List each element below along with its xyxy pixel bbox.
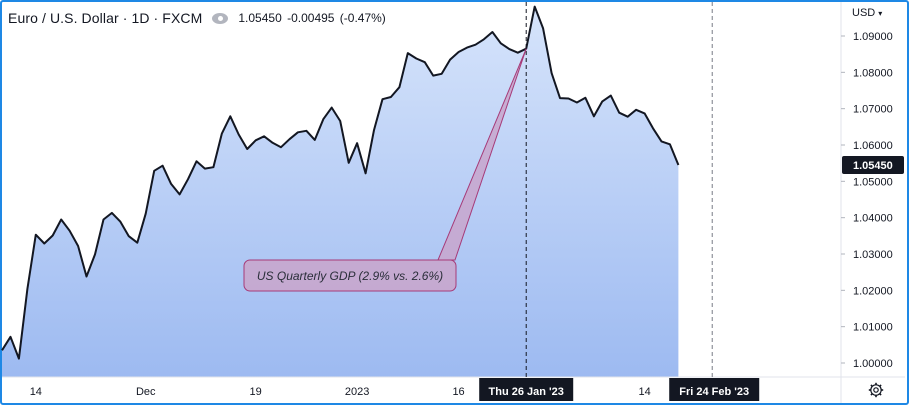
end-date-label: Fri 24 Feb '23 xyxy=(679,386,749,398)
time-tick-label-2: 19 xyxy=(250,386,262,398)
price-tick-label-8: 1.08000 xyxy=(853,67,893,79)
settings-gear-icon[interactable] xyxy=(866,380,886,400)
price-tick-label-9: 1.09000 xyxy=(853,31,893,43)
end-date-tag xyxy=(669,378,760,401)
time-tick-label-1: Dec xyxy=(136,386,156,398)
eye-icon[interactable] xyxy=(212,12,229,24)
time-tick-label-0: 14 xyxy=(30,386,42,398)
price-tick-label-2: 1.02000 xyxy=(853,285,893,297)
area-fill xyxy=(2,6,679,377)
price-axis[interactable]: 1.00000 1.01000 1.02000 1.03000 1.04000 1.050… xyxy=(840,2,904,403)
time-axis[interactable]: 14 Dec 19 2023 16 14 Thu 26 Jan '23 Fri 24 Feb … xyxy=(2,376,905,401)
series-line xyxy=(1,5,680,360)
annotation-box xyxy=(243,259,457,292)
chart-legend: Euro / U.S. Dollar · 1D · FXCM 1.05450 -… xyxy=(8,9,386,27)
plot-area[interactable] xyxy=(1,5,680,378)
currency-label: USD xyxy=(852,7,876,19)
price-change-readout: 1.05450 -0.00495 (-0.47%) xyxy=(238,11,386,25)
chart-overlays: US Quarterly GDP (2.9% vs. 2.6%) xyxy=(243,2,713,377)
price-tick-label-5: 1.05000 xyxy=(853,176,893,188)
price-tick-label-3: 1.03000 xyxy=(853,249,893,261)
currency-selector[interactable]: USD ▾ xyxy=(852,7,882,19)
price-tick-label-6: 1.06000 xyxy=(853,140,893,152)
price-tick-label-1: 1.01000 xyxy=(853,322,893,334)
time-tick-label-5: 14 xyxy=(638,386,650,398)
time-tick-label-3: 2023 xyxy=(345,386,369,398)
time-tick-label-4: 16 xyxy=(452,386,464,398)
last-price-label: 1.05450 xyxy=(853,160,893,172)
crosshair-date-label: Thu 26 Jan '23 xyxy=(489,386,564,398)
annotation-text: US Quarterly GDP (2.9% vs. 2.6%) xyxy=(257,269,443,283)
price-tick-label-0: 1.00000 xyxy=(853,358,893,370)
crosshair-date-tag xyxy=(479,378,574,401)
last-price-tag xyxy=(842,155,904,174)
price-tick-label-4: 1.04000 xyxy=(853,213,893,225)
symbol-title: Euro / U.S. Dollar · 1D · FXCM xyxy=(8,10,203,26)
chevron-down-icon: ▾ xyxy=(878,8,883,18)
price-tick-label-7: 1.07000 xyxy=(853,104,893,116)
